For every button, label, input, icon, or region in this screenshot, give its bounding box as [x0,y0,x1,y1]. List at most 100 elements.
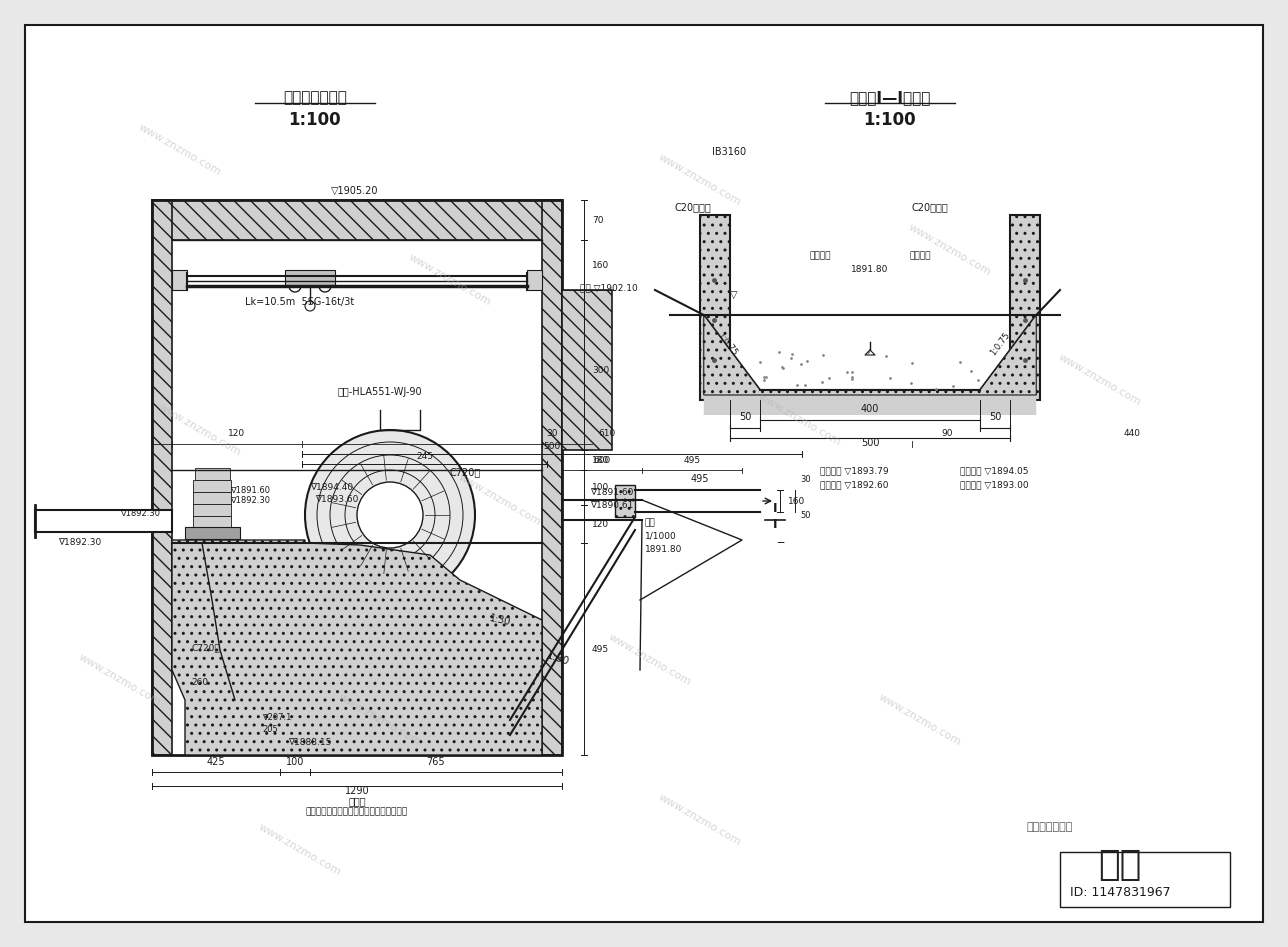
Text: 1:30: 1:30 [545,651,571,667]
Text: www.znzmo.com: www.znzmo.com [457,473,544,527]
Text: ∇1891.60: ∇1891.60 [590,488,634,497]
Bar [193,492,231,504]
Text: 50: 50 [989,412,1001,422]
Bar [193,480,231,492]
Bar [173,270,187,290]
Text: 50: 50 [739,412,751,422]
Text: www.znzmo.com: www.znzmo.com [877,692,963,748]
Text: C20混凝土: C20混凝土 [912,202,948,212]
Text: 主厂房横剪面图: 主厂房横剪面图 [283,91,346,105]
Text: 260: 260 [192,678,209,687]
Text: www.znzmo.com: www.znzmo.com [407,252,493,308]
Text: 495: 495 [592,645,609,653]
Text: 50: 50 [800,511,810,520]
Text: 495: 495 [684,456,701,465]
Text: www.znzmo.com: www.znzmo.com [607,633,693,688]
Text: 180: 180 [592,456,609,464]
Text: 30: 30 [800,475,810,484]
Text: www.znzmo.com: www.znzmo.com [337,692,422,748]
Text: 400: 400 [860,404,880,414]
Bar [193,516,231,528]
Text: ∇207.1: ∇207.1 [261,713,291,722]
Text: 1:0.75: 1:0.75 [988,331,1011,357]
Text: _: _ [777,530,783,543]
Text: ∇1893.60: ∇1893.60 [316,495,358,504]
Text: 425: 425 [206,757,225,767]
Bar [35,510,173,532]
Text: www.znzmo.com: www.znzmo.com [258,822,343,878]
Text: 说明：: 说明： [348,796,366,806]
Text: 渠顶高程 ▽1893.79: 渠顶高程 ▽1893.79 [820,466,889,475]
Text: 440: 440 [1123,429,1140,438]
Text: 渠顶高程 ▽1894.05: 渠顶高程 ▽1894.05 [960,466,1029,475]
Text: 600: 600 [594,456,611,465]
Text: 495: 495 [690,474,710,484]
Polygon shape [173,543,542,755]
Circle shape [305,430,475,600]
Circle shape [319,280,331,292]
Bar [193,504,231,516]
Polygon shape [542,200,562,755]
Text: ▽: ▽ [730,290,738,300]
Text: 机械 ▽1902.10: 机械 ▽1902.10 [580,283,638,292]
Text: ∇1888.15: ∇1888.15 [289,738,332,747]
Text: 90: 90 [942,429,953,438]
Text: 渠底: 渠底 [645,518,656,527]
Polygon shape [173,540,305,670]
Text: www.znzmo.com: www.znzmo.com [137,122,223,178]
Bar [152,200,562,755]
Text: 100: 100 [592,483,609,492]
Text: 1891.80: 1891.80 [645,545,683,554]
Text: 知末: 知末 [1099,848,1141,882]
Text: ∇1894.40: ∇1894.40 [310,483,353,492]
Text: 1:100: 1:100 [289,111,341,129]
Bar [527,270,542,290]
Text: 300: 300 [592,366,609,374]
Polygon shape [152,200,562,240]
Circle shape [357,482,422,548]
Text: 机组-HLA551-WJ-90: 机组-HLA551-WJ-90 [337,387,422,397]
Text: Lk=10.5m  5SG-16t/3t: Lk=10.5m 5SG-16t/3t [246,297,354,307]
Circle shape [289,280,301,292]
Text: 本图尺寸单位为毫米，标高尺寸单位为米。: 本图尺寸单位为毫米，标高尺寸单位为米。 [307,807,408,816]
Text: 渠底高程 ▽1892.60: 渠底高程 ▽1892.60 [820,480,889,489]
Text: 160: 160 [592,260,609,270]
Text: 1290: 1290 [345,786,370,796]
Text: ∇1891.60: ∇1891.60 [231,486,270,495]
Text: 底水渠底: 底水渠底 [909,251,931,260]
Text: 160: 160 [788,496,805,506]
Bar [562,290,612,450]
Text: 610: 610 [599,429,616,438]
Text: IB3160: IB3160 [712,147,746,157]
Text: ID: 1147831967: ID: 1147831967 [1070,885,1171,899]
Text: 245: 245 [416,452,433,460]
Text: I: I [773,502,777,515]
Text: 205: 205 [261,725,278,734]
Text: 765: 765 [426,757,446,767]
Text: 100: 100 [286,757,304,767]
Text: 底水渠底: 底水渠底 [809,251,831,260]
Text: www.znzmo.com: www.znzmo.com [157,402,243,457]
Bar [1010,215,1039,400]
Bar [194,468,231,480]
Text: 1:0.75: 1:0.75 [715,331,738,357]
Text: C20混凝土: C20混凝土 [675,202,711,212]
Text: ∇1892.30: ∇1892.30 [120,509,160,518]
Polygon shape [703,315,1037,415]
Text: www.znzmo.com: www.znzmo.com [657,152,743,207]
Text: 30: 30 [546,429,558,438]
Text: www.znzmo.com: www.znzmo.com [77,652,164,707]
Text: I: I [773,518,777,531]
Text: ∇1890.61: ∇1890.61 [590,501,634,510]
Text: ▽1905.20: ▽1905.20 [331,186,379,196]
Bar [699,215,730,400]
Circle shape [305,301,316,311]
Text: ∇1892.30: ∇1892.30 [58,538,102,547]
Bar [1060,852,1230,907]
Text: www.znzmo.com: www.znzmo.com [657,793,743,848]
Text: 1:30: 1:30 [488,613,511,627]
Bar [285,270,335,286]
Text: 1/1000: 1/1000 [645,531,676,540]
Text: 渠底高程 ▽1893.00: 渠底高程 ▽1893.00 [960,480,1029,489]
Text: ∇1892.30: ∇1892.30 [231,496,270,505]
